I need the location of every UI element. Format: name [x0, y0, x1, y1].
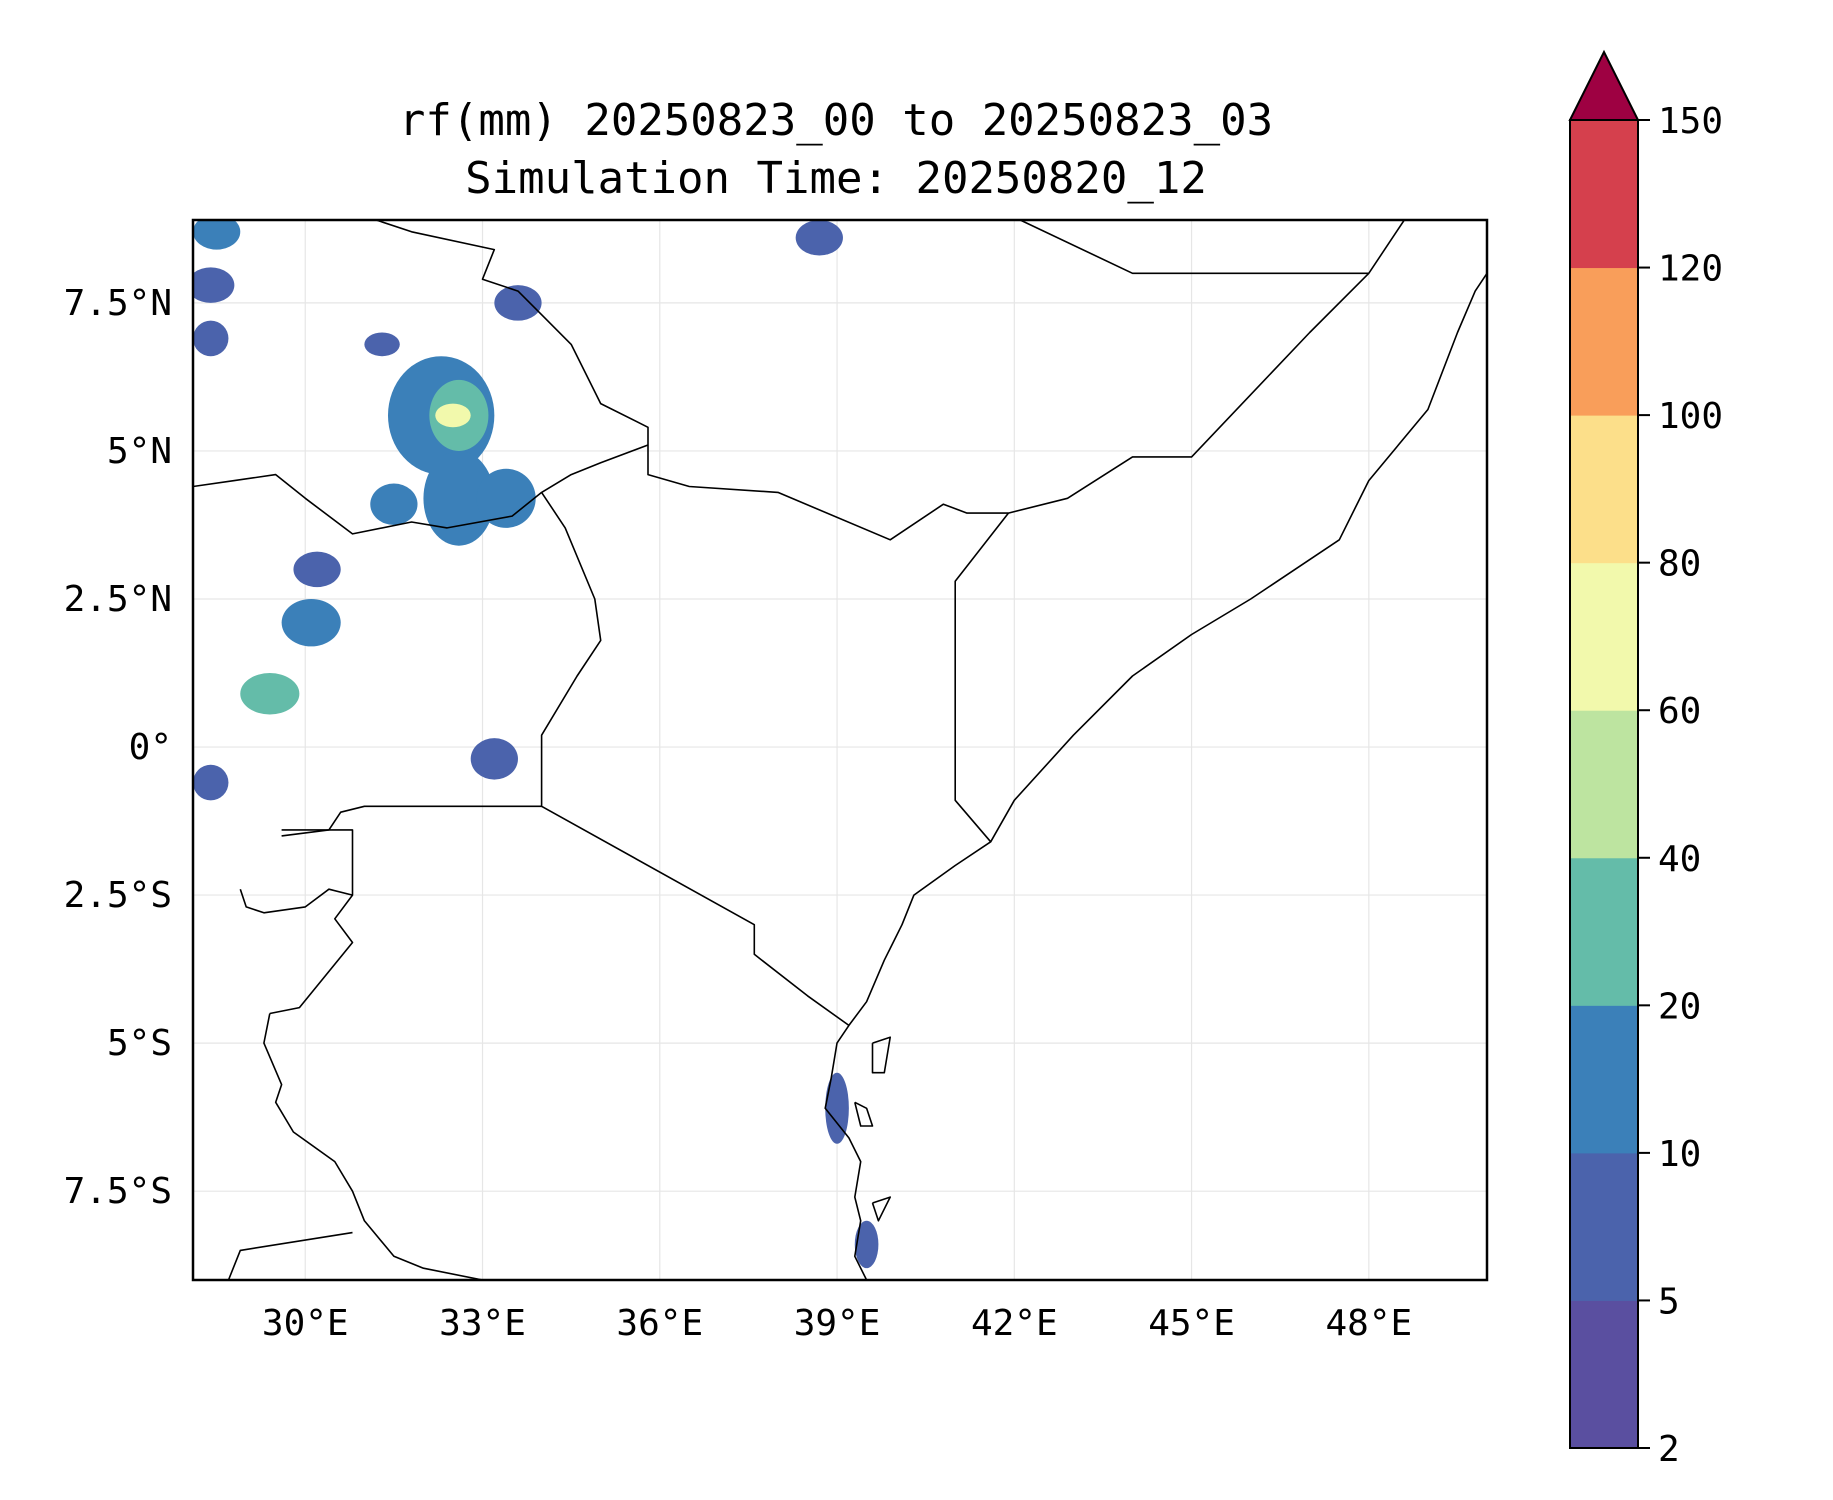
x-axis-ticks: 30°E 33°E 36°E 39°E 42°E 45°E 48°E [262, 1303, 1412, 1344]
rain-cell-12 [364, 332, 400, 357]
y-tick-label: 2.5°S [64, 875, 172, 916]
y-tick-label: 5°S [107, 1023, 172, 1064]
border-line-4 [281, 805, 542, 837]
x-tick-label: 33°E [439, 1303, 526, 1344]
border-line-7 [263, 1013, 483, 1280]
x-tick-label: 36°E [616, 1303, 703, 1344]
colorbar-band-0 [1570, 1300, 1638, 1449]
rain-cell-14 [470, 738, 518, 780]
colorbar-label: 5 [1658, 1281, 1680, 1322]
colorbar-band-1 [1570, 1152, 1638, 1301]
rain-cell-11 [193, 320, 229, 357]
border-line-13 [871, 1196, 891, 1222]
rain-cell-13 [795, 220, 843, 256]
border-line-0 [375, 220, 1405, 541]
colorbar-label: 20 [1658, 986, 1701, 1027]
border-line-1 [1019, 220, 1369, 275]
rain-cell-4 [476, 468, 536, 528]
rain-cell-16 [825, 1072, 849, 1144]
gridlines [193, 220, 1487, 1280]
rain-cell-2 [435, 403, 471, 428]
x-tick-label: 42°E [971, 1303, 1058, 1344]
border-line-3 [540, 491, 850, 1027]
rain-cell-7 [281, 598, 341, 647]
rain-cell-6 [293, 551, 341, 588]
rain-cell-5 [370, 483, 418, 525]
border-line-12 [854, 1101, 874, 1127]
x-tick-label: 45°E [1148, 1303, 1235, 1344]
colorbar-label: 80 [1658, 544, 1701, 585]
x-tick-label: 39°E [794, 1303, 881, 1344]
rain-cell-15 [193, 764, 229, 801]
colorbar-band-5 [1570, 562, 1638, 711]
colorbar: 2 5 10 20 40 60 80 100 120 150 [1568, 49, 1723, 1470]
rain-cell-17 [854, 1220, 879, 1269]
colorbar-label: 10 [1658, 1134, 1701, 1175]
y-tick-label: 7.5°N [64, 283, 172, 324]
colorbar-label: 150 [1658, 101, 1723, 142]
title-line-1: rf(mm) 20250823_00 to 20250823_03 [399, 95, 1273, 146]
colorbar-label: 40 [1658, 839, 1701, 880]
y-tick-label: 0° [129, 727, 172, 768]
colorbar-band-7 [1570, 267, 1638, 416]
x-tick-label: 30°E [262, 1303, 349, 1344]
rainfall-field [193, 220, 879, 1269]
border-line-10 [824, 272, 1487, 1280]
rain-cell-10 [193, 220, 241, 250]
rain-cell-18 [494, 285, 542, 321]
colorbar-frame [1569, 119, 1639, 1449]
rain-cell-9 [193, 267, 235, 303]
border-line-6 [239, 888, 353, 914]
colorbar-band-6 [1570, 415, 1638, 564]
border-line-9 [954, 512, 1010, 843]
colorbar-label: 60 [1658, 691, 1701, 732]
rain-cell-8 [240, 673, 300, 715]
colorbar-label: 2 [1658, 1429, 1680, 1470]
border-line-2 [193, 444, 649, 535]
border-line-11 [871, 1036, 891, 1074]
colorbar-band-2 [1570, 1005, 1638, 1154]
x-tick-label: 48°E [1325, 1303, 1412, 1344]
colorbar-band-4 [1570, 710, 1638, 859]
colorbar-label: 100 [1658, 396, 1723, 437]
y-tick-label: 2.5°N [64, 579, 172, 620]
map-area [191, 218, 1489, 1282]
y-axis-ticks: 7.5°N 5°N 2.5°N 0° 2.5°S 5°S 7.5°S [64, 283, 172, 1212]
y-tick-label: 5°N [107, 431, 172, 472]
map-frame [191, 218, 1489, 1282]
colorbar-label: 120 [1658, 249, 1723, 290]
colorbar-band-8 [1570, 120, 1638, 269]
border-line-8 [227, 1231, 353, 1280]
border-line-5 [269, 829, 354, 1015]
colorbar-band-3 [1570, 857, 1638, 1006]
y-tick-label: 7.5°S [64, 1171, 172, 1212]
country-borders [193, 220, 1487, 1280]
title-line-2: Simulation Time: 20250820_12 [465, 153, 1207, 204]
